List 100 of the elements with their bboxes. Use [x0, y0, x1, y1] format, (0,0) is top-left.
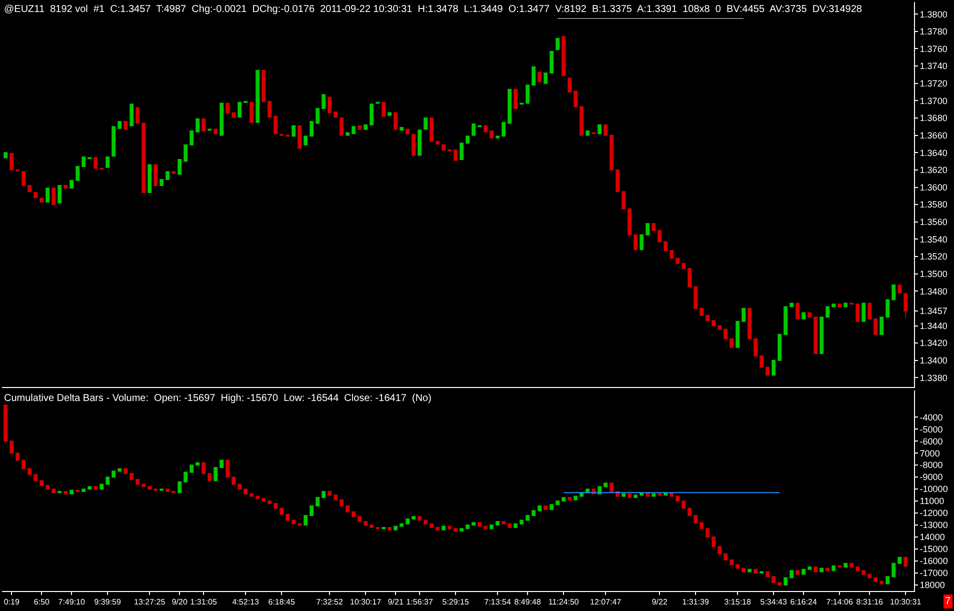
candlestick	[214, 466, 218, 482]
candlestick	[724, 328, 728, 340]
candlestick	[22, 460, 26, 470]
y-tick-label: 1.3800	[920, 9, 948, 20]
candlestick	[760, 356, 764, 368]
candlestick	[706, 314, 710, 322]
candlestick	[4, 404, 8, 442]
candlestick	[160, 178, 164, 186]
candlestick	[406, 518, 410, 524]
text: 7	[945, 596, 951, 607]
candlestick	[490, 524, 494, 530]
y-tick-label: -4000	[920, 412, 943, 422]
candlestick	[736, 320, 740, 348]
candlestick	[880, 316, 884, 335]
candlestick	[196, 118, 200, 132]
candlestick	[550, 504, 554, 510]
candlestick	[352, 126, 356, 134]
candlestick	[784, 306, 788, 335]
candlestick	[262, 70, 266, 102]
candlestick	[844, 562, 848, 568]
candlestick	[232, 476, 236, 485]
candlestick	[424, 117, 428, 130]
y-tick-label: 1.3457	[920, 306, 948, 316]
candlestick	[712, 320, 716, 326]
x-tick-label: 9/22	[652, 598, 668, 607]
candlestick	[16, 452, 20, 461]
candlestick	[34, 474, 38, 482]
y-tick-label: 1.3780	[920, 26, 948, 37]
y-tick-label: -8000	[920, 460, 943, 470]
candlestick	[250, 102, 254, 123]
candlestick	[310, 505, 314, 516]
candlestick	[274, 502, 278, 509]
candlestick	[556, 500, 560, 506]
y-tick-label: 1.3380	[920, 372, 948, 383]
chart-title: Cumulative Delta Bars - Volume: Open: -15697 High: -15670 Low: -16544 Close: -16417 (No)	[4, 393, 432, 404]
candlestick	[886, 576, 890, 584]
candlestick	[64, 185, 68, 189]
candlestick	[124, 468, 128, 474]
candlestick	[604, 124, 608, 136]
candlestick	[676, 258, 680, 264]
candlestick	[862, 570, 866, 575]
candlestick	[466, 136, 470, 144]
candlestick	[502, 520, 506, 524]
x-tick-label: 8:49:48	[514, 598, 542, 607]
candlestick	[10, 152, 14, 170]
candlestick	[568, 496, 572, 500]
candlestick	[526, 84, 530, 104]
candlestick	[316, 108, 320, 124]
y-tick-label: -17000	[920, 568, 948, 578]
candlestick	[46, 484, 50, 490]
candlestick	[418, 516, 422, 521]
candlestick	[736, 564, 740, 569]
candlestick	[436, 140, 440, 144]
candlestick	[856, 566, 860, 572]
candlestick	[226, 102, 230, 114]
y-tick-label: 1.3720	[920, 78, 948, 89]
candlestick	[538, 505, 542, 512]
y-tick-label: 1.3640	[920, 148, 948, 158]
candlestick	[646, 223, 650, 236]
y-tick-label: -9000	[920, 472, 943, 482]
candlestick	[478, 522, 482, 527]
x-tick-label: 7:49:10	[58, 598, 86, 607]
candlestick	[514, 88, 518, 109]
y-tick-label: -5000	[920, 424, 943, 434]
candlestick	[844, 302, 848, 308]
candlestick	[382, 102, 386, 117]
candlestick	[238, 484, 242, 490]
candlestick	[412, 134, 416, 156]
candlestick	[472, 124, 476, 136]
candlestick	[424, 520, 428, 524]
candlestick	[490, 130, 494, 138]
x-tick-label: 1:56:37	[406, 598, 434, 607]
candlestick	[562, 496, 566, 502]
candlestick	[334, 494, 338, 500]
candlestick	[358, 125, 362, 130]
candlestick	[190, 130, 194, 146]
candlestick	[46, 188, 50, 202]
y-tick-label: 1.3420	[920, 338, 948, 348]
candlestick	[898, 284, 902, 294]
candlestick	[604, 482, 608, 488]
candlestick	[394, 526, 398, 530]
x-tick-label: 8:31:16	[856, 598, 884, 607]
candlestick	[706, 528, 710, 538]
candlestick	[586, 130, 590, 136]
candlestick	[532, 66, 536, 86]
candlestick	[58, 185, 62, 204]
y-tick-label: 1.3600	[920, 182, 948, 192]
candlestick	[742, 568, 746, 572]
candlestick	[628, 493, 632, 498]
candlestick	[442, 526, 446, 530]
candlestick	[370, 524, 374, 528]
candlestick	[676, 496, 680, 502]
candlestick	[322, 490, 326, 498]
candlestick	[820, 316, 824, 354]
candlestick	[850, 562, 854, 568]
y-tick-label: 1.3680	[920, 113, 948, 124]
candlestick	[904, 556, 908, 568]
candlestick	[748, 308, 752, 340]
candlestick	[184, 472, 188, 482]
y-tick-label: 1.3560	[920, 217, 948, 228]
